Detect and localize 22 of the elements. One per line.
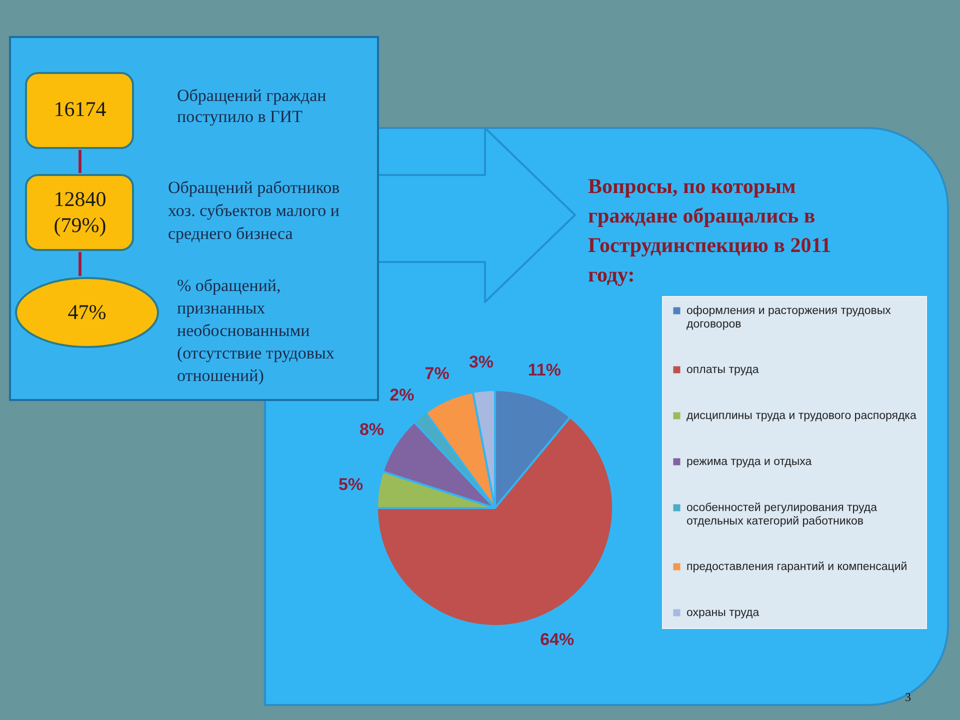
legend-label: оформления и расторжения трудовых договоров xyxy=(686,304,892,330)
data-label: 64% xyxy=(540,630,574,650)
text: 12840 (79%) xyxy=(54,187,106,237)
data-label: 8% xyxy=(359,420,384,439)
data-label: 5% xyxy=(338,475,364,494)
text: % обращений, признанных необоснованными (отсутствие трудовых отношений) xyxy=(177,276,335,385)
legend-label: особенностей регулирования труда отдельных категорий работников xyxy=(686,502,878,528)
legend-label: предоставления гарантий и компенсаций xyxy=(686,560,908,573)
data-label: 11% xyxy=(528,360,562,380)
legend-label: режима труда и отдыха xyxy=(686,456,812,468)
legend-label: оплаты труда xyxy=(686,364,760,376)
text: 3 xyxy=(905,690,911,704)
data-label: 7% xyxy=(424,364,450,384)
text: 47% xyxy=(68,300,106,324)
data-label: 3% xyxy=(468,352,494,372)
text: 16174 xyxy=(54,97,107,121)
chart-title: Вопросы, по которым граждане обращались в Гострудинспекцию в 2011 году: xyxy=(588,174,832,286)
data-label: 2% xyxy=(390,386,414,405)
legend-label: дисциплины труда и трудового распорядка xyxy=(686,410,917,422)
text: Обращений граждан поступило в ГИТ xyxy=(177,86,326,126)
text: Обращений работников хоз. субъектов малого и среднего бизнеса xyxy=(168,178,340,243)
legend-label: охраны труда xyxy=(686,606,760,619)
